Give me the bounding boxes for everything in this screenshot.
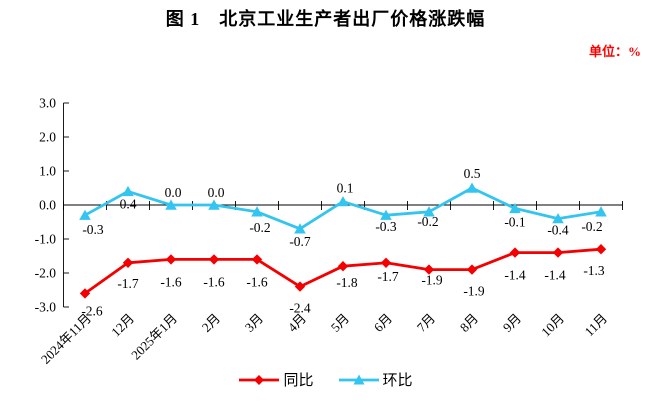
x-tick-label: 2024年11月 [38, 311, 94, 367]
tongbi-data-label: -1.4 [504, 268, 526, 283]
tongbi-data-label: -1.9 [421, 273, 443, 288]
tongbi-data-label: -1.6 [203, 274, 225, 289]
tongbi-data-label: -1.7 [377, 269, 399, 284]
x-tick-label: 11月 [581, 311, 610, 340]
huanbi-data-label: 0.0 [208, 185, 225, 200]
tongbi-marker [165, 254, 177, 265]
y-tick-label: -1.0 [35, 232, 57, 247]
chart-title: 图 1 北京工业生产者出厂价格涨跌幅 [165, 9, 486, 29]
x-tick-label: 3月 [242, 311, 266, 335]
huanbi-data-label: -0.4 [547, 223, 569, 238]
tongbi-data-label: -1.8 [336, 275, 358, 290]
huanbi-marker [122, 185, 134, 197]
tongbi-marker [552, 247, 564, 258]
huanbi-data-label: -0.7 [289, 234, 311, 249]
huanbi-data-label: -0.2 [417, 214, 438, 229]
y-tick-label: 3.0 [39, 96, 56, 111]
legend-item-tongbi: 同比 [238, 369, 314, 390]
unit-label: 单位：% [588, 44, 641, 59]
huanbi-marker [595, 206, 607, 217]
huanbi-data-label: -0.2 [581, 219, 602, 234]
legend-label-tongbi: 同比 [283, 373, 314, 389]
huanbi-data-label: -0.2 [249, 220, 270, 235]
tongbi-data-label: -1.6 [246, 274, 268, 289]
tongbi-marker [380, 257, 392, 268]
huanbi-marker [552, 213, 564, 224]
legend-label-huanbi: 环比 [382, 373, 413, 389]
y-tick-label: 0.0 [39, 198, 56, 213]
tongbi-data-label: -2.6 [81, 303, 103, 318]
huanbi-marker [165, 199, 177, 210]
tongbi-data-label: -1.3 [583, 263, 605, 278]
y-tick-label: -2.0 [35, 266, 57, 281]
x-tick-label: 8月 [457, 311, 481, 335]
tongbi-legend-marker-icon [239, 374, 280, 385]
huanbi-marker [337, 196, 349, 207]
huanbi-marker [466, 182, 478, 193]
huanbi-marker [294, 223, 306, 234]
tongbi-marker [337, 261, 349, 272]
huanbi-data-label: -0.3 [375, 219, 397, 234]
x-tick-label: 9月 [500, 311, 524, 335]
tongbi-marker [294, 281, 306, 292]
huanbi-marker [79, 209, 91, 220]
huanbi-data-label: 0.5 [464, 166, 481, 181]
huanbi-data-label: -0.1 [504, 214, 525, 229]
y-tick-label: 1.0 [39, 164, 56, 179]
x-tick-label: 2025年1月 [128, 311, 180, 363]
tongbi-marker [466, 264, 478, 275]
x-tick-label: 10月 [538, 311, 567, 340]
tongbi-marker [208, 254, 220, 265]
y-tick-label: -3.0 [35, 300, 57, 315]
x-tick-label: 6月 [371, 311, 395, 335]
tongbi-marker [423, 264, 435, 275]
huanbi-data-label: 0.0 [165, 185, 182, 200]
huanbi-legend-marker-icon [338, 374, 379, 384]
huanbi-marker [380, 209, 392, 220]
tongbi-marker [122, 257, 134, 268]
huanbi-data-label: 0.4 [120, 196, 137, 211]
x-tick-label: 12月 [108, 311, 137, 340]
x-tick-label: 5月 [328, 311, 352, 335]
huanbi-data-label: -0.3 [82, 222, 104, 237]
tongbi-data-label: -1.4 [544, 268, 566, 283]
huanbi-marker [208, 199, 220, 210]
x-tick-label: 7月 [414, 311, 438, 335]
y-tick-label: 2.0 [39, 130, 56, 145]
tongbi-data-label: -1.7 [117, 276, 139, 291]
tongbi-marker [251, 254, 263, 265]
tongbi-marker [595, 244, 607, 255]
huanbi-marker [509, 202, 521, 214]
huanbi-data-label: 0.1 [337, 181, 354, 196]
huanbi-marker [423, 206, 435, 217]
tongbi-data-label: -1.9 [463, 284, 485, 299]
tongbi-marker [79, 288, 91, 299]
tongbi-marker [509, 247, 521, 258]
huanbi-marker [251, 206, 263, 217]
legend-item-huanbi: 环比 [338, 369, 413, 390]
tongbi-data-label: -2.4 [289, 301, 311, 316]
x-tick-label: 2月 [199, 311, 223, 335]
tongbi-data-label: -1.6 [160, 274, 182, 289]
legend: 同比 环比 [0, 369, 651, 390]
